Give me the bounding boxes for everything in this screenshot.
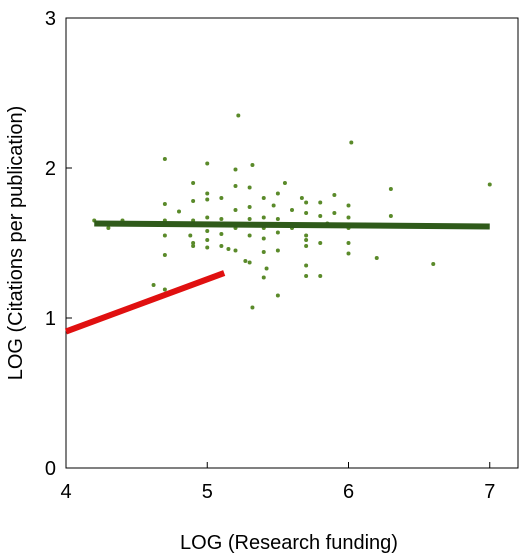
data-point [191,199,196,203]
data-point [247,233,252,238]
data-point [233,248,238,253]
data-point [261,196,266,200]
data-point [275,217,280,221]
fit-line [94,220,490,230]
y-axis-ticks: 0 1 2 3 [45,8,72,480]
data-point [299,196,304,200]
data-point [250,163,255,167]
trend-lines [64,220,490,335]
data-point [282,181,287,185]
data-point [233,167,238,172]
data-point [191,181,196,185]
data-point [304,200,309,205]
x-axis-label: LOG (Research funding) [180,532,398,554]
data-point [205,161,210,166]
data-point [264,266,269,271]
x-tick-label: 7 [484,481,495,503]
data-point [318,241,323,245]
data-point [151,283,156,287]
data-point [247,205,252,209]
data-point [205,191,210,196]
data-point [205,238,210,242]
y-tick-label: 3 [45,8,56,30]
y-axis-label: LOG (Citations per publication) [5,106,27,381]
data-point [332,193,337,197]
data-point [275,293,280,298]
data-point [162,287,167,292]
data-point [162,157,167,161]
data-point [275,191,280,196]
data-point [261,236,266,241]
data-point [304,244,309,248]
data-point [261,250,266,254]
y-tick-label: 0 [45,458,56,480]
data-point [219,217,224,221]
data-point [236,113,241,118]
x-axis-ticks: 4 5 6 7 [60,462,495,503]
data-point [205,197,210,202]
y-tick-label: 2 [45,158,56,180]
data-point [188,233,193,238]
data-point [233,208,238,212]
data-point [162,233,167,238]
data-point [346,241,351,245]
data-point [205,245,210,250]
data-point [233,184,238,188]
data-point [106,226,111,230]
data-point [250,305,255,310]
x-tick-label: 4 [60,481,71,503]
x-tick-label: 5 [202,481,213,503]
data-point [431,262,436,266]
data-points [92,113,492,310]
data-point [205,229,210,233]
data-point [304,238,309,242]
data-point [374,256,379,260]
data-point [261,275,266,280]
data-point [162,202,167,206]
data-point [318,274,323,278]
data-point [261,215,266,220]
data-point [346,251,351,256]
data-point [247,217,252,221]
data-point [243,259,248,263]
data-point [346,215,351,220]
data-point [304,211,309,215]
data-point [219,244,224,248]
data-point [304,263,309,268]
data-point [247,185,252,190]
y-tick-label: 1 [45,308,56,330]
data-point [318,200,323,205]
data-point [332,211,337,215]
data-point [191,244,196,248]
data-point [191,241,196,245]
data-point [388,214,393,218]
data-point [162,253,167,257]
data-point [304,274,309,278]
plot-frame [65,17,519,469]
data-point [346,203,351,208]
data-point [275,230,280,235]
red-line [64,270,226,335]
data-point [177,209,181,214]
x-tick-label: 6 [343,481,354,503]
data-point [275,248,280,253]
data-point [219,232,224,236]
data-point [304,233,309,238]
data-point [271,203,276,208]
data-point [205,215,210,220]
data-point [226,247,231,251]
data-point [219,196,224,200]
data-point [388,187,393,191]
data-point [247,260,252,265]
data-point [349,140,354,145]
data-point [318,214,323,218]
data-point [290,208,294,212]
data-point [487,182,492,187]
